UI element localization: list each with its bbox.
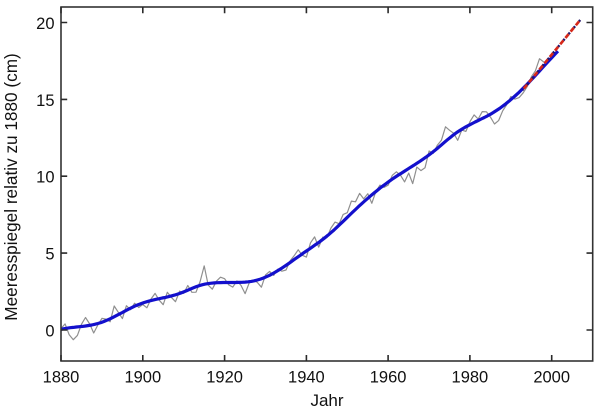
svg-text:Jahr: Jahr [310,391,343,410]
svg-text:1920: 1920 [206,369,243,387]
svg-text:1940: 1940 [288,369,325,387]
svg-text:20: 20 [36,15,54,33]
svg-text:1880: 1880 [43,369,80,387]
svg-text:2000: 2000 [533,369,570,387]
svg-text:Meeresspiegel relativ zu 1880: Meeresspiegel relativ zu 1880 (cm) [1,53,21,320]
svg-text:1960: 1960 [370,369,407,387]
svg-text:15: 15 [36,92,54,110]
svg-text:0: 0 [45,323,54,341]
svg-text:1980: 1980 [452,369,489,387]
svg-text:10: 10 [36,169,54,187]
svg-text:5: 5 [45,246,54,264]
svg-text:1900: 1900 [124,369,161,387]
